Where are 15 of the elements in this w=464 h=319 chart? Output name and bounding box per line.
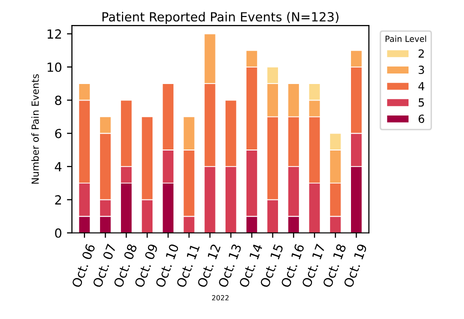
legend-label: 3	[418, 66, 424, 74]
y-tick-label: 12	[48, 29, 61, 39]
y-tick-label: 6	[55, 128, 62, 138]
y-tick-label: 8	[55, 96, 62, 106]
legend-title: Pain Level	[386, 36, 426, 42]
y-tick-label: 10	[48, 62, 62, 72]
y-tick-label: 0	[55, 228, 62, 238]
y-axis-title: Number of Pain Events	[31, 74, 39, 184]
legend-label: 2	[418, 49, 424, 58]
legend-label: 5	[418, 98, 424, 107]
legend-label: 6	[418, 114, 424, 123]
y-tick-label: 2	[55, 195, 61, 204]
chart-title: Patient Reported Pain Events (N=123)	[102, 12, 338, 24]
legend-label: 4	[418, 82, 424, 90]
y-tick-label: 4	[54, 162, 62, 172]
